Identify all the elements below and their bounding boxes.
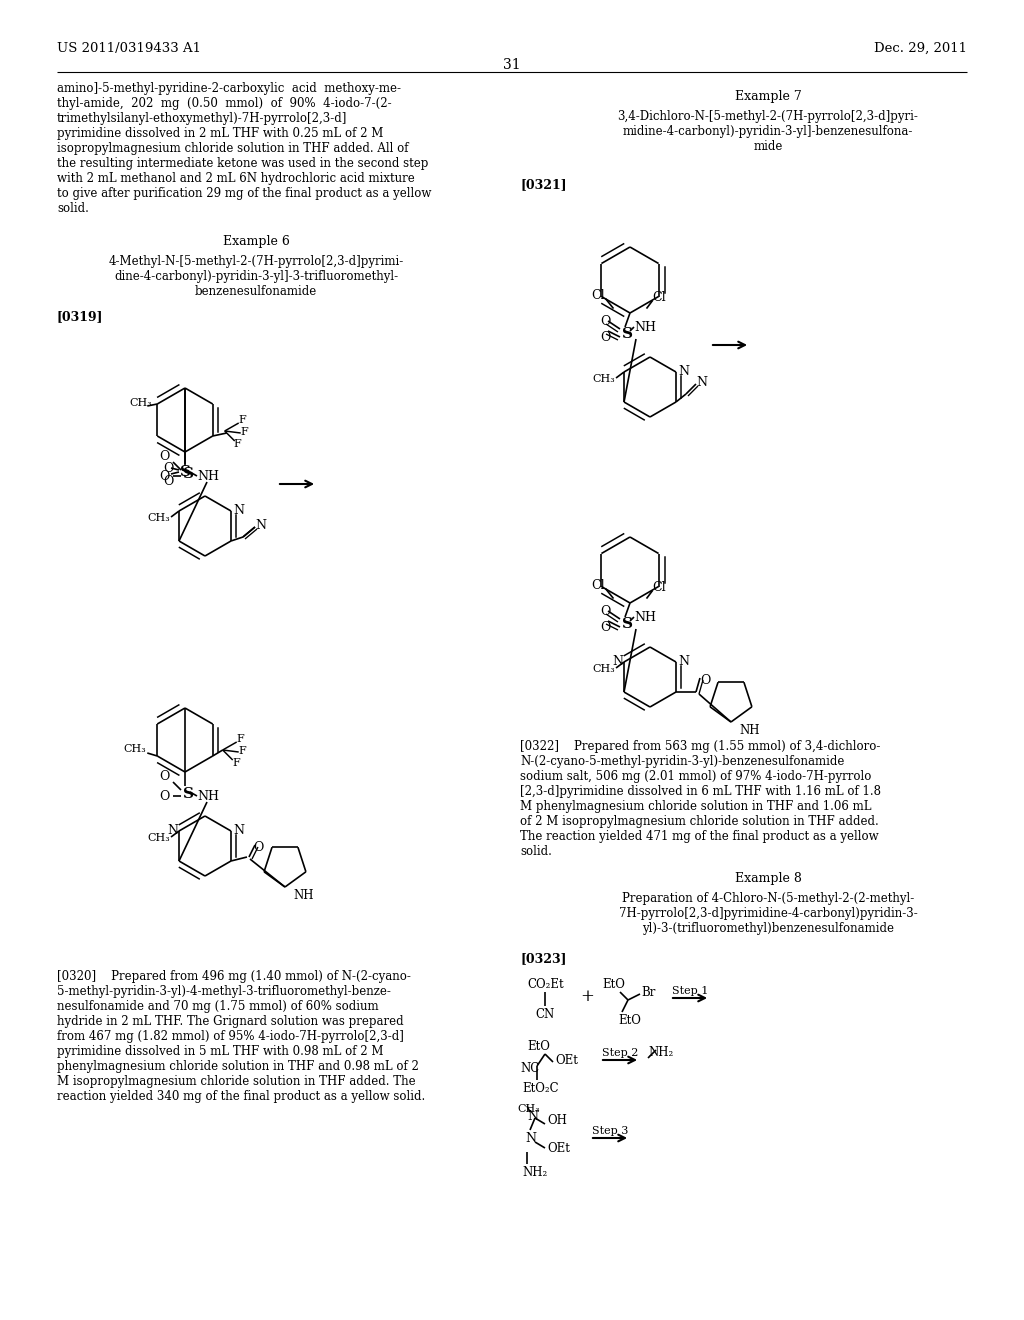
Text: Step 3: Step 3: [592, 1126, 629, 1137]
Text: OH: OH: [547, 1114, 567, 1127]
Text: Cl: Cl: [652, 581, 667, 594]
Text: CH₃: CH₃: [147, 513, 170, 523]
Text: 4-Methyl-N-[5-methyl-2-(7H-pyrrolo[2,3-d]pyrimi-
dine-4-carbonyl)-pyridin-3-yl]-: 4-Methyl-N-[5-methyl-2-(7H-pyrrolo[2,3-d…: [109, 255, 403, 298]
Text: N: N: [525, 1133, 536, 1144]
Text: F: F: [237, 734, 245, 744]
Text: S: S: [622, 327, 633, 341]
Text: EtO: EtO: [618, 1014, 641, 1027]
Text: CN: CN: [535, 1008, 554, 1020]
Text: CH₃: CH₃: [129, 399, 152, 408]
Text: Example 6: Example 6: [222, 235, 290, 248]
Text: F: F: [239, 414, 247, 425]
Text: Cl: Cl: [652, 290, 667, 304]
Text: O: O: [600, 605, 610, 618]
Text: CH₃: CH₃: [517, 1104, 540, 1114]
Text: 31: 31: [503, 58, 521, 73]
Text: N: N: [233, 504, 244, 517]
Text: Br: Br: [641, 986, 655, 999]
Text: [0320]    Prepared from 496 mg (1.40 mmol) of N-(2-cyano-
5-methyl-pyridin-3-yl): [0320] Prepared from 496 mg (1.40 mmol) …: [57, 970, 425, 1104]
Text: O: O: [600, 331, 610, 345]
Text: EtO: EtO: [602, 978, 625, 991]
Text: Example 8: Example 8: [734, 873, 802, 884]
Text: Dec. 29, 2011: Dec. 29, 2011: [874, 42, 967, 55]
Text: [0322]    Prepared from 563 mg (1.55 mmol) of 3,4-dichloro-
N-(2-cyano-5-methyl-: [0322] Prepared from 563 mg (1.55 mmol) …: [520, 741, 881, 858]
Text: [0323]: [0323]: [520, 952, 566, 965]
Text: NH: NH: [197, 470, 219, 483]
Text: N: N: [527, 1110, 538, 1123]
Text: O: O: [700, 675, 711, 686]
Text: F: F: [233, 440, 242, 449]
Text: O: O: [159, 770, 169, 783]
Text: O: O: [159, 470, 169, 483]
Text: Example 7: Example 7: [734, 90, 802, 103]
Text: Step 2: Step 2: [602, 1048, 638, 1059]
Text: NH: NH: [739, 723, 760, 737]
Text: EtO: EtO: [527, 1040, 550, 1053]
Text: O: O: [600, 315, 610, 327]
Text: O: O: [253, 841, 263, 854]
Text: F: F: [232, 758, 241, 768]
Text: NH: NH: [293, 888, 313, 902]
Text: NH₂: NH₂: [648, 1045, 673, 1059]
Text: O: O: [159, 789, 169, 803]
Text: N: N: [678, 655, 689, 668]
Text: NH: NH: [634, 611, 656, 624]
Text: CH₃: CH₃: [592, 374, 614, 384]
Text: Preparation of 4-Chloro-N-(5-methyl-2-(2-methyl-
7H-pyrrolo[2,3-d]pyrimidine-4-c: Preparation of 4-Chloro-N-(5-methyl-2-(2…: [618, 892, 918, 935]
Text: [0321]: [0321]: [520, 178, 566, 191]
Text: Cl: Cl: [592, 578, 605, 591]
Text: OEt: OEt: [547, 1142, 570, 1155]
Text: NH₂: NH₂: [522, 1166, 547, 1179]
Text: N: N: [612, 655, 623, 668]
Text: CH₃: CH₃: [592, 664, 614, 675]
Text: Cl: Cl: [592, 289, 605, 301]
Text: N: N: [255, 519, 266, 532]
Text: CH₃: CH₃: [123, 744, 146, 754]
Text: OEt: OEt: [555, 1053, 578, 1067]
Text: N: N: [233, 824, 244, 837]
Text: [0319]: [0319]: [57, 310, 103, 323]
Text: S: S: [622, 616, 633, 631]
Text: S: S: [183, 787, 194, 801]
Text: O: O: [163, 462, 173, 475]
Text: N: N: [678, 366, 689, 378]
Text: NC: NC: [520, 1063, 540, 1074]
Text: F: F: [241, 426, 249, 437]
Text: NH: NH: [197, 789, 219, 803]
Text: O: O: [163, 475, 173, 488]
Text: S: S: [180, 465, 191, 479]
Text: F: F: [239, 746, 247, 756]
Text: amino]-5-methyl-pyridine-2-carboxylic  acid  methoxy-me-
thyl-amide,  202  mg  (: amino]-5-methyl-pyridine-2-carboxylic ac…: [57, 82, 431, 215]
Text: 3,4-Dichloro-N-[5-methyl-2-(7H-pyrrolo[2,3-d]pyri-
midine-4-carbonyl)-pyridin-3-: 3,4-Dichloro-N-[5-methyl-2-(7H-pyrrolo[2…: [617, 110, 919, 153]
Text: Step 1: Step 1: [672, 986, 709, 997]
Text: O: O: [159, 450, 169, 463]
Text: S: S: [183, 467, 194, 480]
Text: CH₃: CH₃: [147, 833, 170, 843]
Text: +: +: [580, 987, 594, 1005]
Text: EtO₂C: EtO₂C: [522, 1082, 559, 1096]
Text: O: O: [600, 620, 610, 634]
Text: CO₂Et: CO₂Et: [527, 978, 563, 991]
Text: N: N: [696, 376, 707, 389]
Text: US 2011/0319433 A1: US 2011/0319433 A1: [57, 42, 201, 55]
Text: NH: NH: [634, 321, 656, 334]
Text: N: N: [167, 824, 178, 837]
